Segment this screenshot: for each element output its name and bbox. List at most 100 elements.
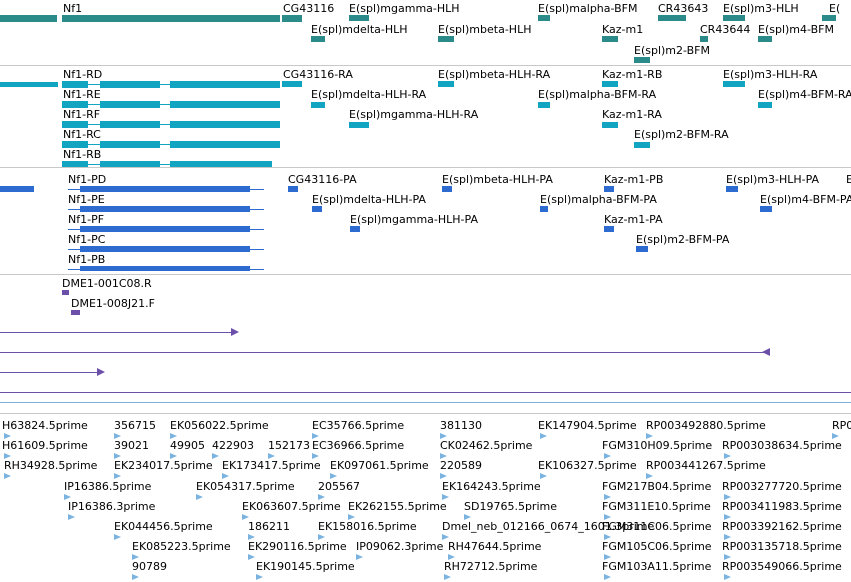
transcript-feature[interactable] bbox=[758, 102, 772, 108]
gene-feature[interactable] bbox=[349, 15, 369, 21]
est-label[interactable]: EK085223.5prime bbox=[132, 540, 231, 553]
transcript-feature[interactable] bbox=[62, 101, 88, 108]
est-label[interactable]: H61609.5prime bbox=[2, 439, 88, 452]
gene-feature[interactable] bbox=[538, 15, 550, 21]
est-label[interactable]: FGM105C06.5prime bbox=[602, 540, 712, 553]
protein-label[interactable]: E(spl)mbeta-HLH-PA bbox=[442, 173, 553, 186]
protein-label[interactable]: E(spl)m3-HLH-PA bbox=[726, 173, 820, 186]
est-label[interactable]: 422903 bbox=[212, 439, 254, 452]
protein-feature[interactable] bbox=[80, 226, 250, 232]
est-feature[interactable] bbox=[318, 534, 325, 540]
est-label[interactable]: EK173417.5prime bbox=[222, 459, 321, 472]
transcript-label[interactable]: Nf1-RB bbox=[63, 148, 102, 161]
transcript-feature[interactable] bbox=[100, 121, 160, 128]
clone-feature[interactable] bbox=[62, 290, 69, 295]
est-feature[interactable] bbox=[242, 514, 249, 520]
transcript-label[interactable]: Nf1-RC bbox=[63, 128, 101, 141]
est-feature[interactable] bbox=[268, 453, 275, 459]
protein-label[interactable]: Nf1-PD bbox=[68, 173, 107, 186]
est-feature[interactable] bbox=[4, 453, 11, 459]
protein-feature[interactable] bbox=[604, 186, 614, 192]
transcript-label[interactable]: E(spl)m3-HLH-RA bbox=[723, 68, 818, 81]
est-label[interactable]: EK056022.5prime bbox=[170, 419, 269, 432]
est-label[interactable]: FGM311C06.5prime bbox=[602, 520, 712, 533]
transcript-label[interactable]: Nf1-RD bbox=[63, 68, 103, 81]
est-feature[interactable] bbox=[4, 473, 11, 479]
clone-line[interactable] bbox=[0, 392, 851, 393]
transcript-feature[interactable] bbox=[62, 81, 88, 88]
protein-feature[interactable] bbox=[350, 226, 360, 232]
clone-label[interactable]: DME1-008J21.F bbox=[71, 297, 155, 310]
gene-feature[interactable] bbox=[311, 36, 325, 42]
transcript-feature[interactable] bbox=[0, 82, 58, 87]
transcript-feature[interactable] bbox=[438, 81, 454, 87]
clone-label[interactable]: DME1-001C08.R bbox=[62, 277, 152, 290]
transcript-feature[interactable] bbox=[311, 102, 325, 108]
transcript-label[interactable]: E(spl)m2-BFM-RA bbox=[634, 128, 729, 141]
est-label[interactable]: RP003411983.5prime bbox=[722, 500, 842, 513]
est-feature[interactable] bbox=[248, 554, 255, 560]
protein-feature[interactable] bbox=[80, 186, 250, 192]
protein-label[interactable]: Kaz-m1-PB bbox=[604, 173, 664, 186]
est-feature[interactable] bbox=[540, 433, 547, 439]
est-label[interactable]: RH47644.5prime bbox=[448, 540, 542, 553]
gene-feature[interactable] bbox=[62, 15, 280, 22]
protein-feature[interactable] bbox=[80, 246, 250, 252]
est-feature[interactable] bbox=[442, 494, 449, 500]
est-feature[interactable] bbox=[604, 534, 611, 540]
protein-label[interactable]: E(spl)mgamma-HLH-PA bbox=[350, 213, 478, 226]
protein-feature[interactable] bbox=[80, 206, 250, 212]
transcript-feature[interactable] bbox=[282, 81, 302, 87]
est-label[interactable]: RP003038634.5prime bbox=[722, 439, 842, 452]
est-label[interactable]: EK054317.5prime bbox=[196, 480, 295, 493]
protein-label[interactable]: E(spl)mdelta-HLH-PA bbox=[312, 193, 426, 206]
est-feature[interactable] bbox=[132, 574, 139, 580]
est-feature[interactable] bbox=[444, 574, 451, 580]
transcript-feature[interactable] bbox=[634, 142, 650, 148]
est-feature[interactable] bbox=[832, 433, 839, 439]
est-feature[interactable] bbox=[440, 453, 447, 459]
est-label[interactable]: RP003277720.5prime bbox=[722, 480, 842, 493]
est-label[interactable]: 186211 bbox=[248, 520, 290, 533]
transcript-label[interactable]: Nf1-RF bbox=[63, 108, 101, 121]
est-label[interactable]: Dmel_neb_012166_0674_1601.3prime bbox=[442, 520, 655, 533]
est-feature[interactable] bbox=[68, 514, 75, 520]
est-feature[interactable] bbox=[646, 473, 653, 479]
est-feature[interactable] bbox=[312, 433, 319, 439]
protein-label[interactable]: E(spl)m2-BFM-PA bbox=[636, 233, 730, 246]
gene-label[interactable]: CG43116 bbox=[283, 2, 335, 15]
gene-feature[interactable] bbox=[0, 15, 57, 22]
protein-feature[interactable] bbox=[312, 206, 322, 212]
est-label[interactable]: 152173 bbox=[268, 439, 310, 452]
est-label[interactable]: 90789 bbox=[132, 560, 167, 573]
protein-label[interactable]: E(spl)m4-BFM-PA bbox=[760, 193, 851, 206]
transcript-feature[interactable] bbox=[170, 101, 280, 108]
est-feature[interactable] bbox=[312, 453, 319, 459]
protein-feature[interactable] bbox=[636, 246, 648, 252]
protein-label[interactable]: Nf1-PE bbox=[68, 193, 105, 206]
gene-label[interactable]: CR43643 bbox=[658, 2, 709, 15]
est-feature[interactable] bbox=[604, 514, 611, 520]
est-feature[interactable] bbox=[248, 534, 255, 540]
protein-feature[interactable] bbox=[80, 266, 250, 271]
transcript-feature[interactable] bbox=[538, 102, 550, 108]
est-feature[interactable] bbox=[212, 453, 219, 459]
est-feature[interactable] bbox=[448, 554, 455, 560]
est-label[interactable]: 356715 bbox=[114, 419, 156, 432]
est-label[interactable]: 205567 bbox=[318, 480, 360, 493]
gene-feature[interactable] bbox=[282, 15, 302, 22]
est-label[interactable]: FGM217B04.5prime bbox=[602, 480, 712, 493]
protein-feature[interactable] bbox=[760, 206, 772, 212]
gene-feature[interactable] bbox=[758, 36, 772, 42]
est-label[interactable]: EK158016.5prime bbox=[318, 520, 417, 533]
est-label[interactable]: CK02462.5prime bbox=[440, 439, 533, 452]
gene-label[interactable]: E(spl)m4-BFM bbox=[758, 23, 834, 36]
est-feature[interactable] bbox=[646, 433, 653, 439]
protein-feature[interactable] bbox=[604, 226, 614, 232]
est-label[interactable]: RH72712.5prime bbox=[444, 560, 538, 573]
est-label[interactable]: IP16386.3prime bbox=[68, 500, 156, 513]
est-feature[interactable] bbox=[604, 453, 611, 459]
est-label[interactable]: EK290116.5prime bbox=[248, 540, 347, 553]
est-feature[interactable] bbox=[114, 453, 121, 459]
gene-label[interactable]: CR43644 bbox=[700, 23, 751, 36]
